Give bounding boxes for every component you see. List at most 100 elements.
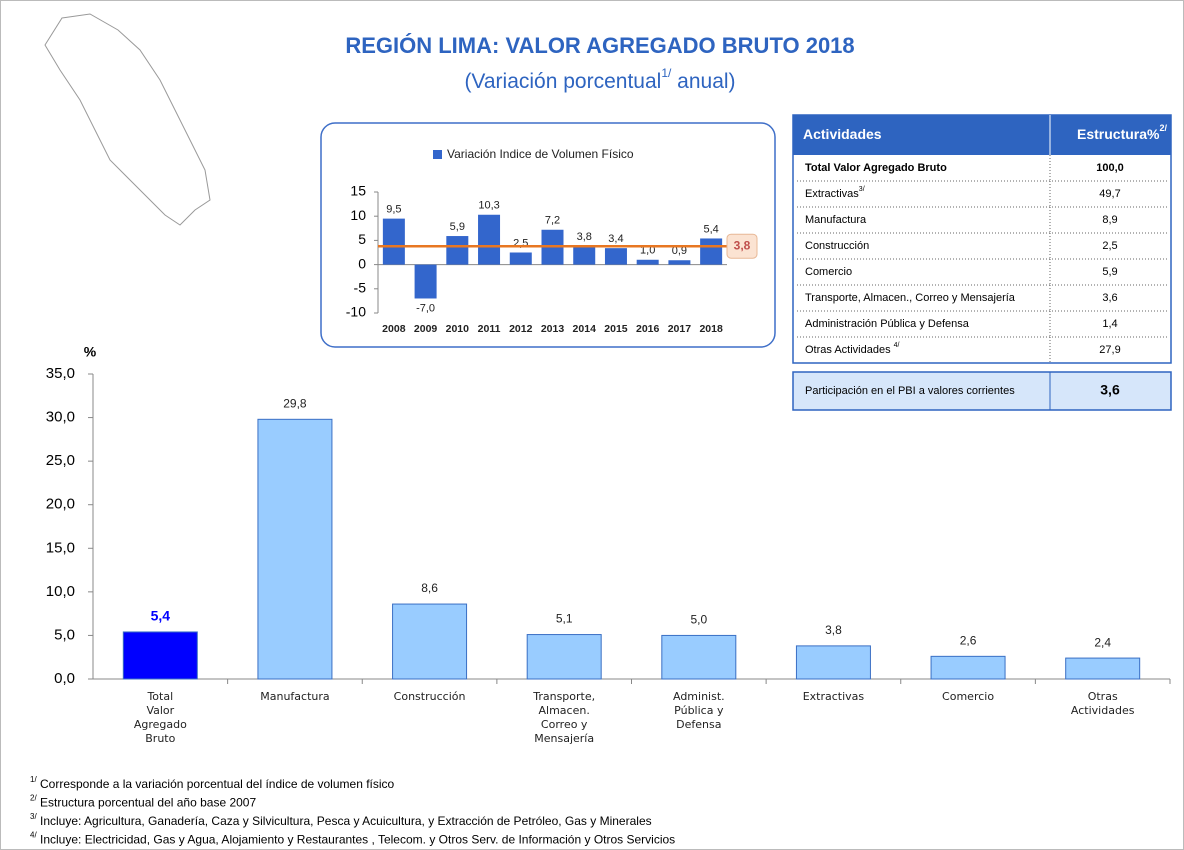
bar [509, 252, 532, 265]
header-text: Estructura% [1077, 126, 1160, 142]
value-label: 5,4 [703, 223, 718, 235]
bar [382, 218, 405, 265]
y-tick-label: -10 [346, 304, 366, 320]
y-tick-label: 15 [350, 183, 366, 199]
row-label: Otras Actividades 4/ [805, 342, 900, 356]
value-label: 3,8 [825, 623, 842, 637]
row-label-text: Extractivas [805, 188, 859, 200]
row-value: 49,7 [1099, 188, 1120, 200]
subtitle-tail: anual) [671, 70, 735, 93]
row-label-sup: 4/ [894, 342, 900, 349]
value-label: 29,8 [283, 396, 307, 410]
row-label: Total Valor Agregado Bruto [805, 162, 947, 174]
value-label: 5,0 [690, 613, 707, 627]
legend-swatch [433, 150, 442, 159]
x-tick-label: Manufactura [260, 690, 330, 703]
x-tick-label: 2009 [414, 323, 438, 335]
bar [636, 259, 659, 265]
footnote-sup: 1/ [30, 775, 37, 784]
value-label: 10,3 [478, 200, 499, 212]
x-tick-label: 2011 [478, 323, 501, 335]
y-axis-label: % [84, 344, 97, 360]
x-tick-label: 2010 [446, 323, 470, 335]
value-label: 3,4 [608, 233, 623, 245]
header-cell: Actividades [803, 126, 882, 142]
participation-value: 3,6 [1100, 382, 1120, 398]
participation-label: Participación en el PBI a valores corrie… [805, 385, 1015, 397]
bar [661, 634, 737, 680]
value-label: -7,0 [416, 302, 435, 314]
value-label: 1,0 [640, 245, 655, 257]
bar [668, 260, 691, 265]
y-tick-label: 30,0 [46, 409, 75, 426]
footnote-text: Corresponde a la variación porcentual de… [37, 777, 395, 791]
x-tick-label: 2012 [509, 323, 533, 335]
x-tick-label: 2013 [541, 323, 565, 335]
row-label-text: Total Valor Agregado Bruto [805, 162, 947, 174]
y-tick-label: 15,0 [46, 539, 75, 556]
row-label: Construcción [805, 240, 869, 252]
table-header [793, 115, 1171, 155]
row-label: Extractivas3/ [805, 186, 865, 200]
x-tick-label: Comercio [942, 690, 995, 703]
bar [930, 655, 1006, 680]
value-label: 2,5 [513, 237, 528, 249]
y-tick-label: 5,0 [54, 626, 75, 643]
x-tick-label: 2017 [668, 323, 692, 335]
bar [446, 236, 469, 265]
y-tick-label: 10,0 [46, 583, 75, 600]
bar [573, 246, 596, 265]
y-tick-label: 5 [358, 231, 366, 247]
reference-label: 3,8 [734, 238, 751, 252]
bar [257, 418, 333, 680]
reference-badge [726, 233, 758, 259]
footnote: 2/ Estructura porcentual del año base 20… [30, 794, 256, 810]
subtitle-text: (Variación porcentual [464, 70, 661, 93]
x-tick-label: Otras Actividades [1070, 690, 1135, 717]
value-label: 9,5 [386, 204, 401, 216]
row-value: 100,0 [1096, 162, 1124, 174]
footnote: 4/ Incluye: Electricidad, Gas y Agua, Al… [30, 831, 675, 847]
y-tick-label: 25,0 [46, 452, 75, 469]
y-tick-label: 0,0 [54, 670, 75, 687]
value-label: 0,9 [672, 245, 687, 257]
bar [414, 264, 437, 299]
footnote-text: Incluye: Electricidad, Gas y Agua, Aloja… [37, 833, 676, 847]
value-label: 5,9 [450, 221, 465, 233]
bar [795, 645, 871, 680]
y-tick-label: 35,0 [46, 365, 75, 382]
row-label: Administración Pública y Defensa [805, 318, 970, 330]
x-tick-label: Extractivas [802, 690, 865, 703]
row-label-sup: 3/ [859, 186, 865, 193]
y-tick-label: 20,0 [46, 496, 75, 513]
row-label-text: Manufactura [805, 214, 867, 226]
row-value: 3,6 [1102, 292, 1117, 304]
row-label: Manufactura [805, 214, 867, 226]
footnote-sup: 3/ [30, 812, 37, 821]
y-tick-label: 0 [358, 255, 366, 271]
table-border [792, 114, 1172, 364]
bar [700, 238, 723, 265]
subtitle: (Variación porcentual1/ anual) [464, 66, 735, 92]
participation-box [792, 371, 1172, 411]
row-value: 1,4 [1102, 318, 1117, 330]
x-tick-label: Total Valor Agregado Bruto [133, 690, 187, 745]
header-text: Actividades [803, 126, 882, 142]
title: REGIÓN LIMA: VALOR AGREGADO BRUTO 2018 [345, 33, 854, 58]
value-label: 8,6 [421, 581, 438, 595]
x-tick-label: Transporte, Almacen. Correo y Mensajería [533, 690, 596, 745]
bar [604, 248, 627, 265]
value-label: 2,4 [1094, 635, 1111, 649]
bar [122, 631, 198, 680]
x-tick-label: 2014 [573, 323, 597, 335]
row-label: Transporte, Almacen., Correo y Mensajerí… [805, 292, 1016, 304]
row-label-text: Construcción [805, 240, 869, 252]
bar [478, 214, 501, 265]
footnote: 1/ Corresponde a la variación porcentual… [30, 775, 395, 791]
value-label: 2,6 [960, 634, 977, 648]
row-label-text: Otras Actividades [805, 344, 894, 356]
x-tick-label: Administ. Pública y Defensa [672, 690, 725, 731]
x-tick-label: Construcción [393, 690, 466, 703]
